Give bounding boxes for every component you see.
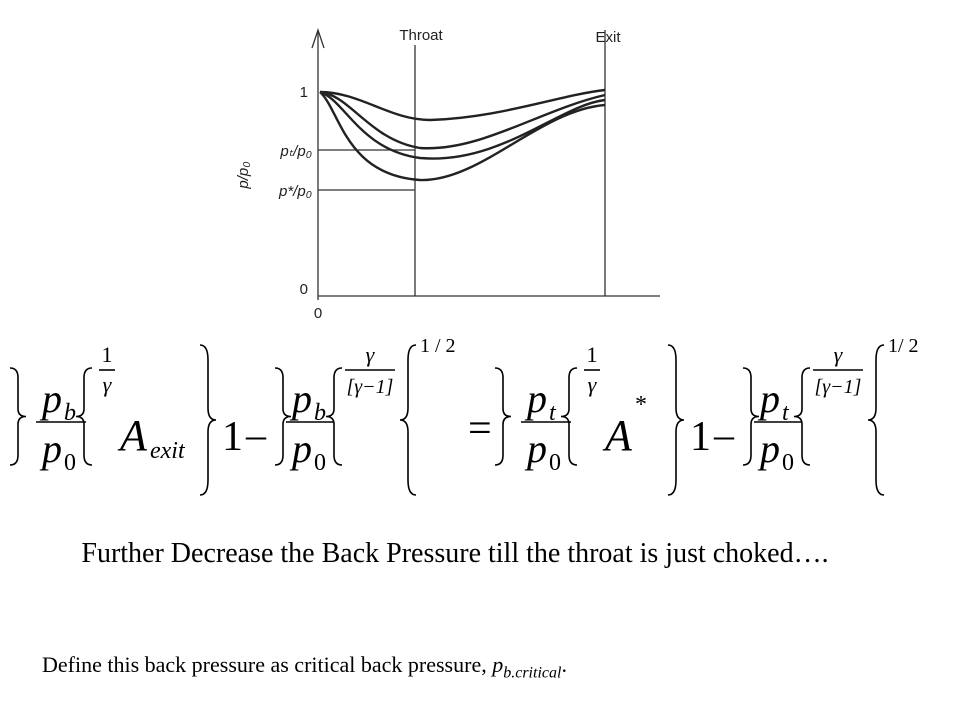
exponent-den: γ <box>103 372 113 397</box>
pressure-curve <box>319 88 606 122</box>
brace <box>867 344 885 496</box>
throat-label: Throat <box>399 27 443 44</box>
definition: Define this back pressure as critical ba… <box>42 652 567 682</box>
area-sub: exit <box>150 438 186 464</box>
denominator: p <box>289 426 312 471</box>
outer-exponent: 1 / 2 <box>420 335 456 357</box>
denominator-sub: 0 <box>782 450 794 476</box>
definition-subscript: b.critical <box>503 664 562 682</box>
level-label: 1 <box>300 84 308 101</box>
outer-exponent: 1/ 2 <box>888 335 919 357</box>
denominator: p <box>524 426 547 471</box>
exponent-num: γ <box>834 342 844 367</box>
numerator-sub: t <box>782 400 790 426</box>
definition-end: . <box>561 652 567 677</box>
numerator-sub: b <box>314 400 326 426</box>
numerator-sub: b <box>64 400 76 426</box>
equals: = <box>468 406 492 452</box>
pressure-curve <box>319 90 606 150</box>
brace <box>199 344 217 496</box>
denominator-sub: 0 <box>549 450 561 476</box>
brace <box>9 367 27 466</box>
numerator: p <box>39 376 62 421</box>
brace <box>325 367 343 466</box>
pressure-diagram: Throat Exit p/p₀ 1 pₜ/p₀ p*/p₀ 0 0 <box>235 27 660 322</box>
exit-label: Exit <box>595 29 621 46</box>
exponent-num: 1 <box>102 342 113 367</box>
pressure-curve <box>319 90 606 160</box>
definition-symbol: p <box>492 652 504 677</box>
brace <box>742 367 760 466</box>
denominator: p <box>757 426 780 471</box>
y-axis-arrow <box>311 27 325 49</box>
minus: – <box>713 412 735 457</box>
definition-text: Define this back pressure as critical ba… <box>42 652 487 677</box>
one: 1 <box>690 414 711 460</box>
numerator: p <box>757 376 780 421</box>
exponent-den: [γ−1] <box>347 376 394 398</box>
one: 1 <box>222 414 243 460</box>
level-label: p*/p₀ <box>278 183 312 200</box>
denominator: p <box>39 426 62 471</box>
brace <box>494 367 512 466</box>
brace <box>793 367 811 466</box>
area: A <box>602 411 633 460</box>
numerator-sub: t <box>549 400 557 426</box>
level-label: 0 <box>300 281 308 298</box>
statement: Further Decrease the Back Pressure till … <box>81 538 829 569</box>
numerator: p <box>524 376 547 421</box>
numerator: p <box>289 376 312 421</box>
brace <box>274 367 292 466</box>
brace <box>75 367 93 466</box>
brace <box>399 344 417 496</box>
area-sup: * <box>635 392 647 418</box>
y-axis-label: p/p₀ <box>235 161 252 189</box>
denominator-sub: 0 <box>64 450 76 476</box>
exponent-den: γ <box>588 372 598 397</box>
pressure-curve <box>319 91 606 182</box>
brace <box>667 344 685 496</box>
exponent-den: [γ−1] <box>815 376 862 398</box>
minus: – <box>245 412 267 457</box>
exponent-num: 1 <box>587 342 598 367</box>
origin-label: 0 <box>314 305 322 322</box>
area: A <box>117 411 148 460</box>
brace <box>560 367 578 466</box>
denominator-sub: 0 <box>314 450 326 476</box>
level-label: pₜ/p₀ <box>279 143 312 160</box>
exponent-num: γ <box>366 342 376 367</box>
